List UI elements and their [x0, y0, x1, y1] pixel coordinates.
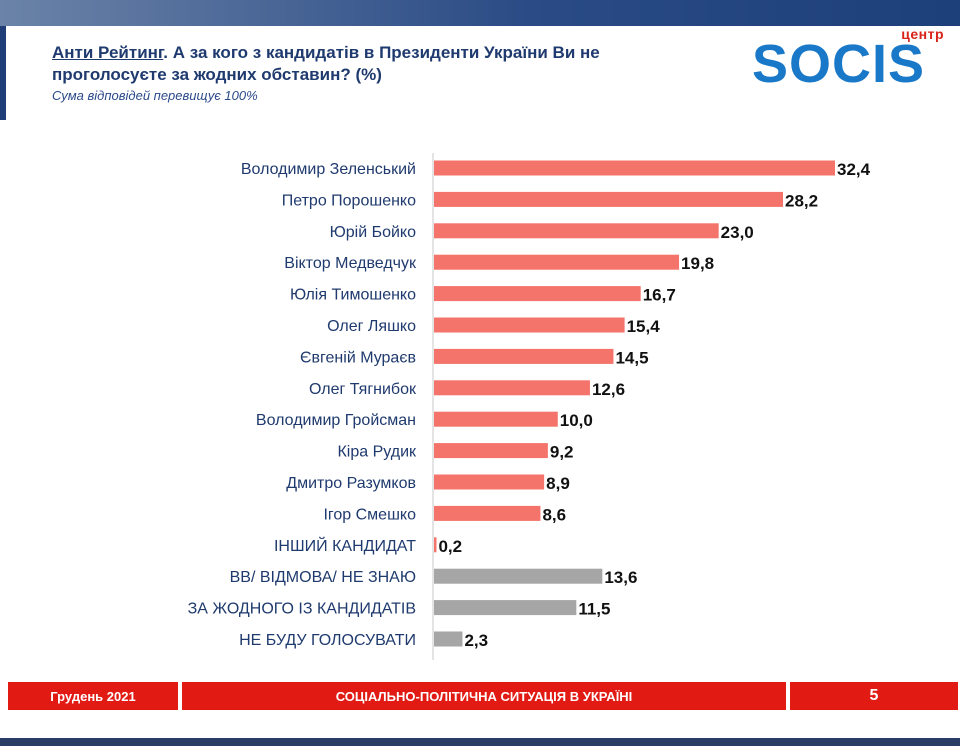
- bar: [434, 600, 577, 616]
- top-banner: [0, 0, 960, 26]
- category-label: Олег Ляшко: [327, 318, 416, 335]
- category-label: НЕ БУДУ ГОЛОСУВАТИ: [239, 632, 416, 649]
- left-accent-stripe: [0, 26, 6, 120]
- value-label: 28,2: [785, 191, 818, 210]
- value-label: 11,5: [578, 600, 610, 619]
- value-label: 9,2: [550, 443, 574, 462]
- bar: [434, 474, 545, 490]
- category-label: Дмитро Разумков: [286, 475, 416, 492]
- category-label: Юрій Бойко: [330, 224, 417, 241]
- bar: [434, 411, 558, 427]
- value-label: 32,4: [837, 160, 871, 179]
- category-label: Віктор Медведчук: [284, 255, 417, 272]
- value-label: 14,5: [615, 348, 648, 367]
- value-label: 19,8: [681, 254, 714, 273]
- category-label: Олег Тягнибок: [309, 381, 417, 398]
- footer-date: Грудень 2021: [8, 682, 178, 710]
- category-label: Володимир Гройсман: [256, 412, 416, 429]
- category-label: Кіра Рудик: [337, 444, 417, 461]
- bar: [434, 254, 680, 270]
- bar: [434, 223, 719, 239]
- value-label: 23,0: [721, 223, 754, 242]
- chart-title-line-2: проголосуєте за жодних обставин? (%): [52, 65, 382, 84]
- chart-title-line-1: Анти Рейтинг. А за кого з кандидатів в П…: [52, 42, 712, 64]
- bar: [434, 160, 835, 176]
- category-label: Євгеній Мураєв: [300, 349, 416, 366]
- value-label: 8,6: [542, 505, 566, 524]
- bar: [434, 537, 437, 553]
- bar: [434, 568, 603, 584]
- bar: [434, 380, 590, 396]
- category-label: Ігор Смешко: [323, 506, 416, 523]
- bar: [434, 191, 784, 207]
- value-label: 2,3: [464, 631, 488, 650]
- value-label: 0,2: [438, 537, 462, 556]
- footer-title: СОЦІАЛЬНО-ПОЛІТИЧНА СИТУАЦІЯ В УКРАЇНІ: [182, 682, 786, 710]
- bar: [434, 348, 614, 364]
- footer-bar: Грудень 2021 СОЦІАЛЬНО-ПОЛІТИЧНА СИТУАЦІ…: [8, 682, 958, 710]
- bar: [434, 631, 463, 647]
- bar: [434, 443, 548, 459]
- footer-page-number: 5: [790, 682, 958, 710]
- chart-title-prefix: Анти Рейтинг: [52, 43, 164, 62]
- logo-word: SOCIS: [752, 34, 926, 94]
- socis-logo: центр SOCIS: [752, 26, 952, 96]
- bar: [434, 505, 541, 521]
- chart-title-rest: . А за кого з кандидатів в Президенти Ук…: [163, 43, 600, 62]
- value-label: 13,6: [604, 568, 637, 587]
- value-label: 8,9: [546, 474, 570, 493]
- chart-header: Анти Рейтинг. А за кого з кандидатів в П…: [52, 42, 712, 103]
- bottom-banner: [0, 738, 960, 746]
- category-label: Петро Порошенко: [282, 192, 416, 209]
- value-label: 15,4: [627, 317, 661, 336]
- bar: [434, 286, 641, 302]
- value-label: 12,6: [592, 380, 625, 399]
- value-label: 16,7: [643, 286, 676, 305]
- value-label: 10,0: [560, 411, 593, 430]
- logo-small-text: центр: [901, 26, 944, 42]
- bar: [434, 317, 625, 333]
- category-label: ВВ/ ВІДМОВА/ НЕ ЗНАЮ: [230, 569, 416, 586]
- category-label: ЗА ЖОДНОГО ІЗ КАНДИДАТІВ: [188, 601, 416, 618]
- chart-subtitle: Сума відповідей перевищує 100%: [52, 88, 258, 103]
- category-label: Володимир Зеленський: [241, 161, 416, 178]
- category-label: Юлія Тимошенко: [290, 287, 416, 304]
- category-label: ІНШИЙ КАНДИДАТ: [274, 536, 416, 555]
